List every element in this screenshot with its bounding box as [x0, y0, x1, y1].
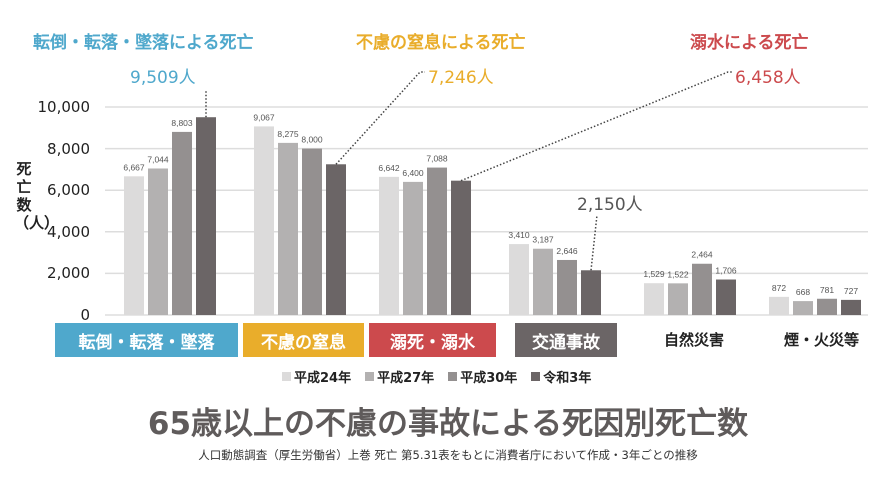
bar — [196, 117, 216, 315]
legend-swatch — [531, 372, 541, 381]
bar-value-label: 6,642 — [378, 163, 400, 173]
y-tick-label: 8,000 — [47, 139, 90, 158]
bar-value-label: 3,187 — [532, 235, 554, 245]
category-box-drown: 溺死・溺水 — [369, 323, 496, 357]
bar — [817, 298, 837, 315]
bar-value-label: 1,706 — [715, 266, 737, 276]
bar — [124, 176, 144, 315]
legend: 平成24年 平成27年 平成30年 令和3年 — [282, 367, 591, 386]
bar-value-label: 1,529 — [643, 269, 665, 279]
bar-value-label: 8,803 — [171, 118, 193, 128]
bar — [644, 283, 664, 315]
bar — [533, 248, 553, 315]
bar — [668, 283, 688, 315]
bar — [278, 142, 298, 315]
bar-value-label: 2,464 — [691, 250, 713, 260]
bar-value-label: 7,044 — [147, 154, 169, 164]
bar-value-label: 781 — [820, 285, 834, 295]
legend-label: 平成27年 — [377, 371, 435, 386]
bar-value-label: 8,000 — [301, 135, 323, 145]
bar-value-label: 6,667 — [123, 162, 145, 172]
chart-subtitle: 人口動態調査（厚生労働省）上巻 死亡 第5.31表をもとに消費者庁において作成・… — [198, 448, 698, 462]
annotation-traffic-value: 2,150人 — [577, 195, 643, 215]
annotation-choke-value: 7,246人 — [428, 68, 494, 88]
bar-value-label: 8,275 — [277, 129, 299, 139]
legend-swatch — [448, 372, 458, 381]
bar-value-label: 7,088 — [426, 154, 448, 164]
bar-value-label: 1,522 — [667, 269, 689, 279]
legend-label: 平成30年 — [460, 371, 518, 386]
bar — [716, 279, 736, 315]
bar — [509, 244, 529, 315]
bar — [403, 181, 423, 315]
annotation-fall-heading: 転倒・転落・墜落による死亡 — [33, 33, 254, 53]
bar — [326, 164, 346, 315]
legend-item-h30: 平成30年 — [448, 367, 517, 386]
legend-label: 令和3年 — [543, 371, 592, 386]
bar-value-label: 668 — [796, 287, 810, 297]
annotation-choke-heading: 不慮の窒息による死亡 — [356, 33, 526, 53]
category-label-natural-disaster: 自然災害 — [664, 331, 725, 349]
leader-line — [335, 71, 425, 165]
bar — [769, 296, 789, 315]
chart-title: 65歳以上の不慮の事故による死因別死亡数 — [147, 406, 749, 442]
category-box-fall: 転倒・転落・墜落 — [55, 323, 238, 357]
y-tick-label: 2,000 — [47, 264, 90, 283]
legend-item-h24: 平成24年 — [282, 367, 351, 386]
bars — [124, 117, 861, 315]
bar — [427, 167, 447, 315]
y-tick-label: 4,000 — [47, 222, 90, 241]
y-axis-label: 死亡数（人） — [14, 160, 60, 232]
y-tick-label: 0 — [80, 306, 90, 324]
bar — [793, 301, 813, 315]
bar-value-label: 872 — [772, 283, 786, 293]
legend-item-r3: 令和3年 — [531, 367, 591, 386]
leader-lines — [205, 71, 732, 271]
legend-label: 平成24年 — [294, 371, 352, 386]
bar-value-label: 727 — [844, 286, 858, 296]
annotation-drown-value: 6,458人 — [735, 68, 801, 88]
legend-swatch — [365, 372, 375, 381]
legend-item-h27: 平成27年 — [365, 367, 434, 386]
bar-value-label: 2,646 — [556, 246, 578, 256]
bar — [148, 168, 168, 315]
category-box-traffic: 交通事故 — [515, 323, 617, 357]
annotation-drown-heading: 溺水による死亡 — [690, 33, 809, 53]
y-tick-label: 6,000 — [47, 181, 90, 200]
legend-swatch — [282, 372, 291, 381]
bar-value-label: 6,400 — [402, 168, 424, 178]
bar-value-label: 9,067 — [253, 112, 275, 122]
bar — [302, 148, 322, 315]
leader-line — [460, 71, 732, 182]
bar — [557, 259, 577, 315]
category-box-choke: 不慮の窒息 — [243, 323, 364, 357]
leader-line — [590, 214, 598, 271]
y-tick-label: 10,000 — [37, 98, 91, 116]
gridlines — [105, 106, 868, 316]
bar — [841, 299, 861, 315]
bar — [692, 263, 712, 315]
category-label-smoke-fire: 煙・火災等 — [784, 331, 860, 349]
bar — [581, 270, 601, 315]
annotation-fall-value: 9,509人 — [130, 68, 196, 88]
bar — [172, 131, 192, 315]
bar — [379, 176, 399, 315]
bar-value-label: 3,410 — [508, 230, 530, 240]
bar — [254, 126, 274, 315]
bar — [451, 180, 471, 315]
